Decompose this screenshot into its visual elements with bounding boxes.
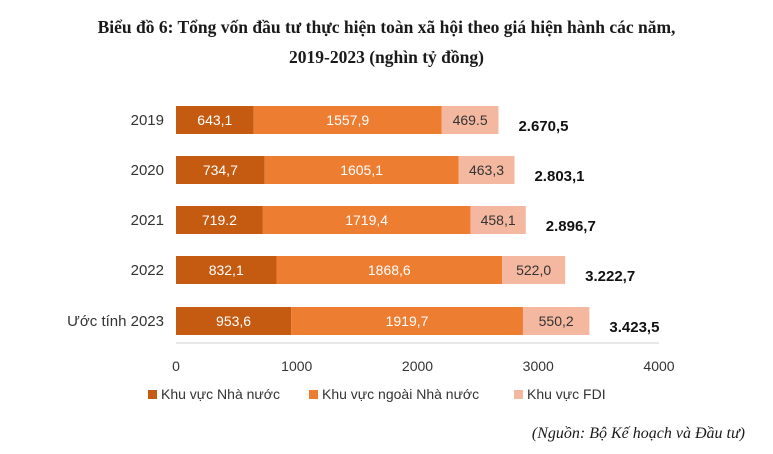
category-label: 2021: [131, 212, 164, 229]
legend-swatch: [514, 390, 523, 399]
bar-segment: [276, 256, 503, 284]
bar-segment: [291, 307, 523, 335]
bar-segment: [470, 206, 526, 234]
total-label: 2.803,1: [534, 168, 584, 185]
bar-segment: [264, 156, 459, 184]
data-label: 734,7: [203, 162, 238, 178]
data-label: 1919,7: [386, 313, 429, 329]
category-label: 2022: [131, 262, 164, 279]
bar-segment: [253, 106, 442, 134]
category-label: 2019: [131, 112, 164, 129]
bar-segment: [262, 206, 471, 234]
x-tick-label: 2000: [402, 358, 433, 374]
data-label: 832,1: [209, 262, 244, 278]
bar-segment: [502, 256, 566, 284]
legend: Khu vực Nhà nước Khu vực ngoài Nhà nước Kh…: [148, 386, 606, 402]
legend-label: Khu vực FDI: [527, 386, 606, 402]
category-label: Ước tính 2023: [67, 313, 164, 330]
category-label: 2020: [131, 162, 164, 179]
data-label: 1605,1: [340, 162, 383, 178]
total-label: 3.222,7: [585, 268, 635, 285]
data-label: 463,3: [469, 162, 504, 178]
total-label: 2.670,5: [518, 118, 568, 135]
chart-title-line-2: 2019-2023 (nghìn tỷ đồng): [289, 47, 484, 67]
legend-label: Khu vực Nhà nước: [161, 386, 280, 402]
data-label: 522,0: [516, 262, 551, 278]
data-label: 643,1: [197, 112, 232, 128]
x-tick-label: 1000: [281, 358, 312, 374]
x-tick-label: 3000: [523, 358, 554, 374]
chart-title: Biểu đồ 6: Tổng vốn đầu tư thực hiện toà…: [0, 12, 773, 72]
data-label: 458,1: [481, 212, 516, 228]
legend-label: Khu vực ngoài Nhà nước: [322, 386, 479, 402]
bars-layer: 2019 643,1 1557,9 469.5 2.670,5 2020 734,7 1605…: [67, 106, 659, 336]
data-label: 1868,6: [368, 262, 411, 278]
total-label: 2.896,7: [546, 218, 596, 235]
legend-swatch: [148, 390, 157, 399]
data-label: 1719,4: [345, 212, 388, 228]
chart-title-line-1: Biểu đồ 6: Tổng vốn đầu tư thực hiện toà…: [97, 17, 676, 37]
bar-segment: [176, 106, 254, 134]
bar-segment: [176, 206, 263, 234]
data-label: 550,2: [539, 313, 574, 329]
bar-segment: [458, 156, 515, 184]
x-tick-label: 4000: [643, 358, 674, 374]
data-label: 719.2: [202, 212, 237, 228]
total-label: 3.423,5: [609, 319, 659, 336]
bar-segment: [522, 307, 590, 335]
bar-segment: [176, 156, 265, 184]
data-label: 953,6: [216, 313, 251, 329]
legend-swatch: [309, 390, 318, 399]
source-note: (Nguồn: Bộ Kế hoạch và Đầu tư): [531, 425, 745, 442]
bar-segment: [176, 307, 292, 335]
bar-segment: [441, 106, 499, 134]
data-label: 1557,9: [326, 112, 369, 128]
bar-segment: [176, 256, 277, 284]
x-tick-label: 0: [172, 358, 180, 374]
x-axis: 0 1000 2000 3000 4000: [172, 342, 675, 374]
data-label: 469.5: [453, 112, 488, 128]
